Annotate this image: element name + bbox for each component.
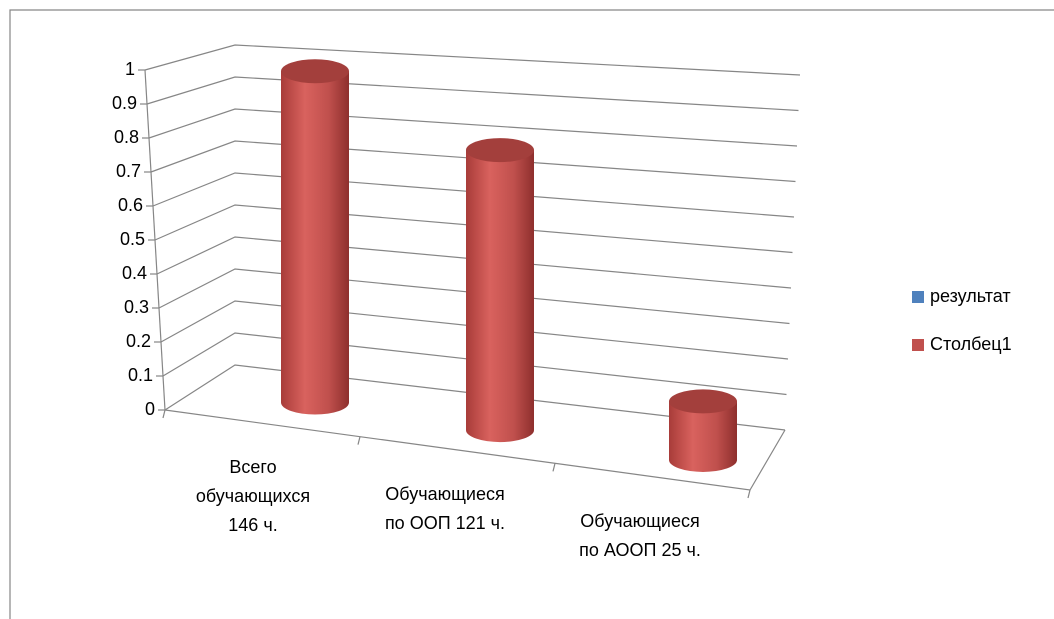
legend-label: результат (930, 286, 1011, 306)
y-tick-label: 0.9 (112, 93, 137, 113)
x-tick-label: Всего обучающихся 146 ч. (196, 457, 310, 535)
grid-line (162, 332, 787, 396)
x-tick (162, 409, 166, 419)
cylinder-top (466, 138, 534, 163)
x-tick (357, 436, 361, 445)
label-line: по АООП 25 ч. (579, 540, 701, 560)
y-tick-label: 0.6 (118, 195, 143, 215)
y-tick-label: 0.7 (116, 161, 141, 181)
label-line: обучающихся (196, 486, 310, 506)
y-tick-label: 0.2 (126, 331, 151, 351)
grid-line (156, 236, 792, 289)
grid-line (158, 268, 790, 325)
chart-border (9, 9, 1054, 619)
grid-line (154, 204, 793, 254)
x-tick-label: Обучающиеся по ООП 121 ч. (385, 484, 505, 533)
legend-swatch (912, 339, 924, 351)
label-line: Всего (229, 457, 276, 477)
y-tick-label: 1 (125, 59, 135, 79)
label-line: по ООП 121 ч. (385, 513, 505, 533)
x-tick (747, 489, 751, 499)
x-tick (552, 463, 556, 472)
bar (669, 389, 737, 472)
grid-line (160, 300, 789, 360)
grid-line (146, 76, 799, 112)
cylinder-top (669, 389, 737, 414)
bar (281, 59, 349, 415)
y-tick-label: 0.4 (122, 263, 147, 283)
cylinder-body (281, 71, 349, 415)
y-tick-label: 0.3 (124, 297, 149, 317)
y-tick-label: 0 (145, 399, 155, 419)
cylinder-body (466, 150, 534, 443)
cylinder-body (669, 401, 737, 472)
y-tick-label: 0.5 (120, 229, 145, 249)
label-line: Обучающиеся (385, 484, 504, 504)
x-tick-label: Обучающиеся по АООП 25 ч. (579, 511, 701, 560)
label-line: 146 ч. (228, 515, 277, 535)
grid-line (144, 44, 801, 76)
cylinder-top (281, 59, 349, 84)
grid-line (148, 108, 798, 147)
legend-swatch (912, 291, 924, 303)
grid-line (164, 364, 786, 431)
y-tick-label: 0.1 (128, 365, 153, 385)
legend-label: Столбец1 (930, 334, 1012, 354)
y-tick-label: 0.8 (114, 127, 139, 147)
grid-line (152, 172, 795, 218)
label-line: Обучающиеся (580, 511, 699, 531)
grid-line (150, 140, 796, 183)
bar (466, 138, 534, 443)
